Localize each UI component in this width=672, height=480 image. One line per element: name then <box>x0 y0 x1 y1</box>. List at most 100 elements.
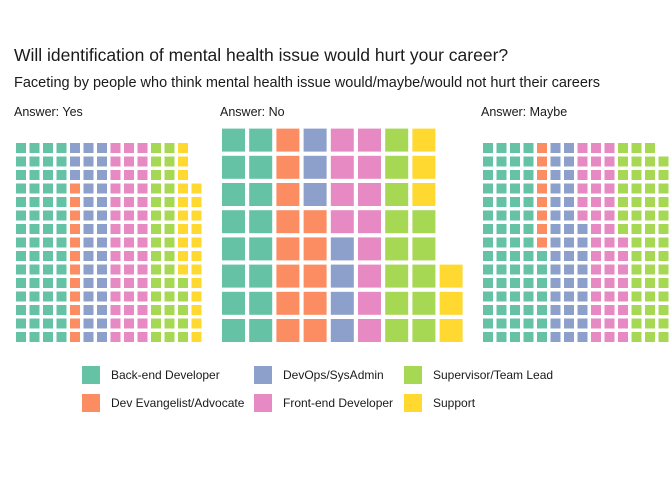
tile-supervisor-team-lead <box>631 291 642 302</box>
tile-dev-evangelist-advocate <box>276 155 300 179</box>
tile-supervisor-team-lead <box>645 278 655 288</box>
tile-devops-sysadmin <box>97 251 107 261</box>
tile-front-end-developer <box>591 224 601 234</box>
legend-label: Supervisor/Team Lead <box>433 368 554 382</box>
tile-front-end-developer <box>591 183 601 194</box>
tile-back-end-developer <box>483 170 493 180</box>
tile-support <box>439 291 463 315</box>
tile-supervisor-team-lead <box>645 332 655 342</box>
tile-support <box>178 224 188 234</box>
legend-item-dev-evangelist: Dev Evangelist/Advocate <box>82 394 244 412</box>
tile-supervisor-team-lead <box>645 318 655 329</box>
tile-supervisor-team-lead <box>151 318 161 329</box>
tile-back-end-developer <box>43 278 53 288</box>
tile-front-end-developer <box>591 251 601 261</box>
tile-supervisor-team-lead <box>618 210 628 221</box>
tile-back-end-developer <box>510 305 520 315</box>
tile-back-end-developer <box>43 237 53 248</box>
tile-back-end-developer <box>16 237 26 248</box>
tile-back-end-developer <box>43 291 53 302</box>
tile-front-end-developer <box>604 251 615 261</box>
legend-item-support: Support <box>404 394 475 412</box>
tile-back-end-developer <box>496 210 507 221</box>
tile-devops-sysadmin <box>550 143 561 153</box>
tile-front-end-developer <box>110 170 121 180</box>
tile-back-end-developer <box>496 278 507 288</box>
tile-supervisor-team-lead <box>618 183 628 194</box>
facet-answer-maybe <box>483 143 669 342</box>
tile-devops-sysadmin <box>577 251 588 261</box>
tile-front-end-developer <box>124 318 134 329</box>
tile-back-end-developer <box>510 237 520 248</box>
tile-supervisor-team-lead <box>151 291 161 302</box>
tile-front-end-developer <box>591 210 601 221</box>
tile-supervisor-team-lead <box>412 291 436 315</box>
tile-front-end-developer <box>604 291 615 302</box>
tile-support <box>439 319 463 342</box>
tile-supervisor-team-lead <box>658 210 669 221</box>
tile-dev-evangelist-advocate <box>537 170 547 180</box>
tile-back-end-developer <box>496 332 507 342</box>
tile-back-end-developer <box>523 305 534 315</box>
tile-back-end-developer <box>56 291 67 302</box>
tile-front-end-developer <box>110 251 121 261</box>
tile-devops-sysadmin <box>83 170 94 180</box>
tile-support <box>178 251 188 261</box>
tile-supervisor-team-lead <box>178 305 188 315</box>
tile-devops-sysadmin <box>97 332 107 342</box>
tile-support <box>178 183 188 194</box>
tile-front-end-developer <box>124 291 134 302</box>
tile-support <box>191 183 202 194</box>
tile-devops-sysadmin <box>70 156 80 167</box>
tile-supervisor-team-lead <box>178 332 188 342</box>
tile-back-end-developer <box>523 237 534 248</box>
tile-supervisor-team-lead <box>645 210 655 221</box>
legend-label: Front-end Developer <box>283 396 394 410</box>
tile-supervisor-team-lead <box>631 224 642 234</box>
tile-devops-sysadmin <box>83 197 94 207</box>
tile-devops-sysadmin <box>70 143 80 153</box>
tile-back-end-developer <box>496 156 507 167</box>
facet-label-maybe: Answer: Maybe <box>481 105 568 119</box>
tile-front-end-developer <box>591 264 601 275</box>
tile-back-end-developer <box>483 224 493 234</box>
tile-devops-sysadmin <box>303 128 327 152</box>
tile-back-end-developer <box>43 305 53 315</box>
tile-front-end-developer <box>604 318 615 329</box>
legend-label: DevOps/SysAdmin <box>283 368 384 382</box>
tile-front-end-developer <box>110 183 121 194</box>
tile-devops-sysadmin <box>550 170 561 180</box>
tile-front-end-developer <box>330 183 354 206</box>
tile-back-end-developer <box>29 305 40 315</box>
tile-supervisor-team-lead <box>164 264 175 275</box>
tile-dev-evangelist-advocate <box>70 305 80 315</box>
tile-back-end-developer <box>222 237 245 261</box>
tile-front-end-developer <box>110 143 121 153</box>
tile-front-end-developer <box>110 305 121 315</box>
tile-devops-sysadmin <box>577 318 588 329</box>
tile-back-end-developer <box>496 318 507 329</box>
tile-back-end-developer <box>523 143 534 153</box>
tile-back-end-developer <box>29 278 40 288</box>
tile-devops-sysadmin <box>550 291 561 302</box>
tile-front-end-developer <box>330 155 354 179</box>
tile-front-end-developer <box>110 278 121 288</box>
tile-supervisor-team-lead <box>164 305 175 315</box>
tile-supervisor-team-lead <box>385 237 409 261</box>
tile-front-end-developer <box>124 278 134 288</box>
tile-back-end-developer <box>483 251 493 261</box>
tile-dev-evangelist-advocate <box>70 197 80 207</box>
tile-back-end-developer <box>43 197 53 207</box>
tile-back-end-developer <box>222 155 245 179</box>
tile-supervisor-team-lead <box>645 251 655 261</box>
tile-back-end-developer <box>537 318 547 329</box>
tile-devops-sysadmin <box>577 237 588 248</box>
tile-support <box>191 197 202 207</box>
tile-devops-sysadmin <box>550 156 561 167</box>
tile-back-end-developer <box>43 318 53 329</box>
tile-back-end-developer <box>510 318 520 329</box>
tile-back-end-developer <box>523 251 534 261</box>
tile-devops-sysadmin <box>564 251 574 261</box>
tile-back-end-developer <box>510 224 520 234</box>
tile-supervisor-team-lead <box>151 197 161 207</box>
